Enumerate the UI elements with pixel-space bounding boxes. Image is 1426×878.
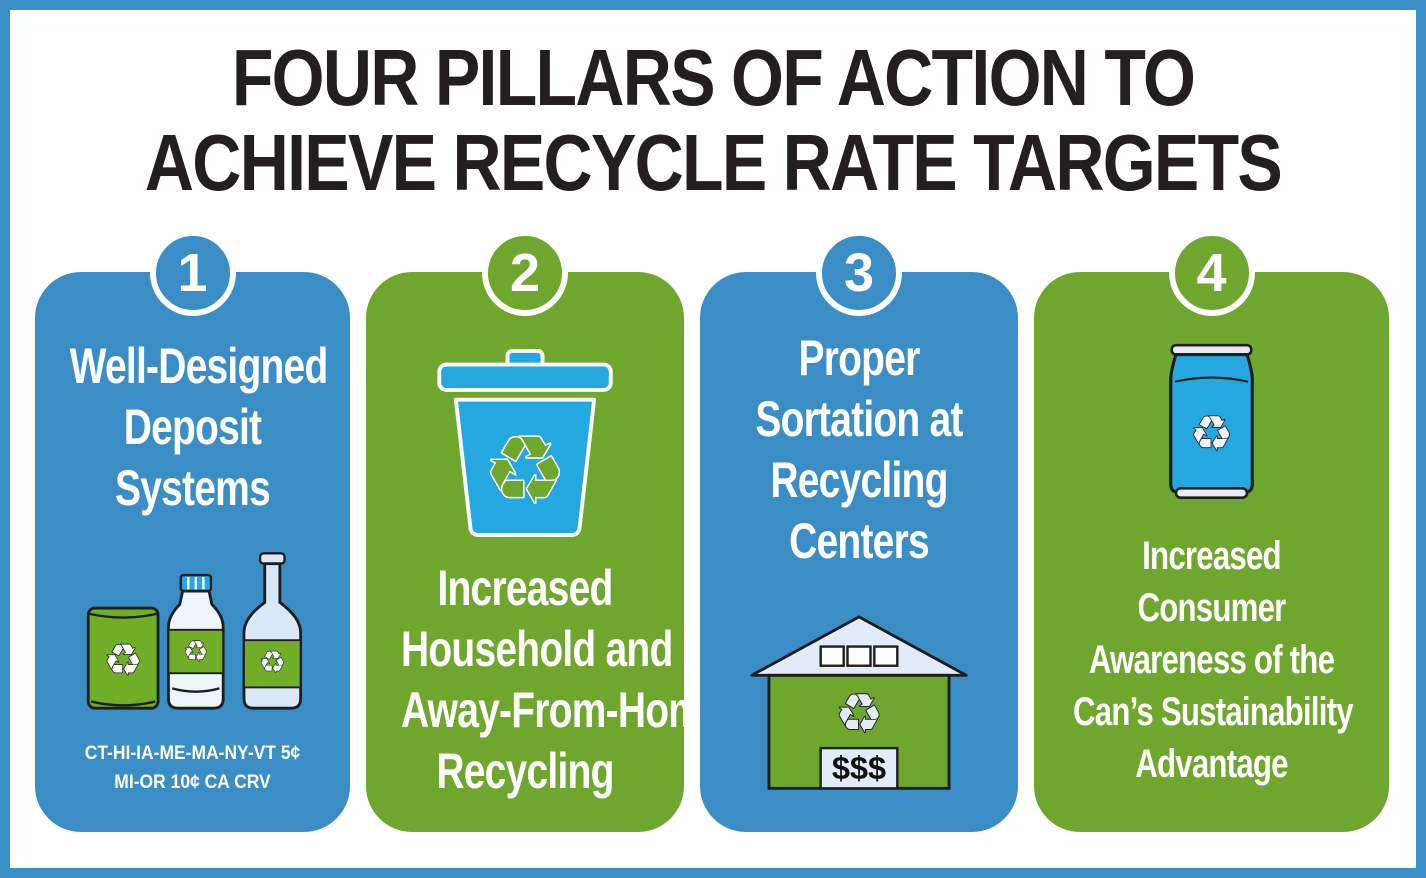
recycle-symbol-icon: ♻ <box>1190 406 1233 462</box>
page-title: FOUR PILLARS OF ACTION TO ACHIEVE RECYCL… <box>10 33 1416 207</box>
deposit-containers-icon: ♻ ♻ <box>86 552 302 710</box>
text-line: CT-HI-IA-ME-MA-NY-VT 5¢ <box>84 743 301 764</box>
text-line: Household and <box>400 621 673 677</box>
recycling-bin-icon: ♻ <box>437 349 613 537</box>
pillars-row: 1 Well-Designed Deposit Systems ♻ <box>35 230 1391 832</box>
pillar-4-heading: Increased Consumer Awareness of the Can’s S… <box>1034 530 1389 790</box>
money-label: $$$ <box>832 750 886 786</box>
page-title-line-1: FOUR PILLARS OF ACTION TO <box>231 33 1196 122</box>
recycle-symbol-icon: ♻ <box>258 645 285 680</box>
pillar-4-number: 4 <box>1196 243 1227 303</box>
pillar-2-household-recycling: 2 ♻ Increased Household and Away-From-Home… <box>366 230 724 832</box>
text-line: Recycling <box>770 452 948 508</box>
text-line: Deposit <box>123 399 262 455</box>
page-title-line-2: ACHIEVE RECYCLE RATE TARGETS <box>144 117 1283 207</box>
plastic-bottle-icon: ♻ <box>166 573 225 710</box>
pillar-2-number: 2 <box>509 243 541 303</box>
text-line: Recycling <box>436 743 614 799</box>
text-line: Increased <box>437 560 613 616</box>
aluminum-can-icon: ♻ <box>1169 343 1254 500</box>
text-line: Increased <box>1142 534 1281 578</box>
pillar-3-heading: Proper Sortation at Recycling Centers <box>700 328 1018 572</box>
glass-bottle-icon: ♻ <box>242 552 302 710</box>
recycle-symbol-icon: ♻ <box>484 416 567 524</box>
pillar-4-number-badge: 4 <box>1168 230 1255 316</box>
pillar-3-proper-sortation: 3 Proper Sortation at Recycling Centers ♻ $… <box>700 230 1018 832</box>
pillar-1-deposit-states-caption: CT-HI-IA-ME-MA-NY-VT 5¢ MI-OR 10¢ CA CRV <box>35 739 350 798</box>
recycling-center-icon: ♻ $$$ <box>750 615 968 790</box>
pillar-1-number: 1 <box>177 243 208 303</box>
text-line: Systems <box>114 460 271 516</box>
pillar-4-consumer-awareness: 4 ♻ Increased Consumer Awareness of the Can… <box>1034 230 1389 832</box>
recycle-symbol-icon: ♻ <box>103 636 142 686</box>
pillar-2-heading: Increased Household and Away-From-Home Recy… <box>366 558 724 802</box>
text-line: Well-Designed <box>69 338 329 394</box>
text-line: Awareness of the <box>1088 638 1335 682</box>
text-line: Consumer <box>1137 586 1286 630</box>
pillar-1-deposit-systems: 1 Well-Designed Deposit Systems ♻ <box>35 230 350 832</box>
recycle-symbol-icon: ♻ <box>183 635 208 668</box>
recycle-symbol-icon: ♻ <box>835 682 883 745</box>
pillar-1-heading: Well-Designed Deposit Systems <box>35 336 350 519</box>
text-line: Proper <box>798 330 920 386</box>
text-line: MI-OR 10¢ CA CRV <box>114 772 271 794</box>
green-can-icon: ♻ <box>86 606 159 710</box>
pillar-1-number-badge: 1 <box>149 230 236 316</box>
text-line: Away-From-Home <box>400 682 724 738</box>
text-line: Sortation at <box>755 391 963 447</box>
text-line: Advantage <box>1135 742 1288 786</box>
pillar-3-number-badge: 3 <box>816 230 902 316</box>
pillar-2-number-badge: 2 <box>482 230 568 316</box>
pillar-3-number: 3 <box>843 243 875 303</box>
text-line: Can’s Sustainability <box>1073 690 1354 734</box>
text-line: Centers <box>789 513 930 569</box>
